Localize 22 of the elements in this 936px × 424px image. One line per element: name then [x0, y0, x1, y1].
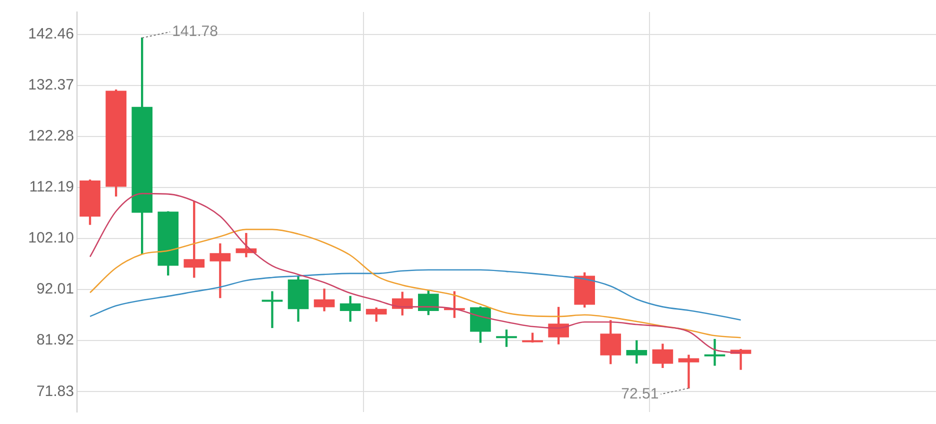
- annotation: 72.51: [621, 385, 659, 402]
- candlestick: [106, 90, 126, 197]
- y-tick-label: 81.92: [36, 332, 74, 349]
- candlestick: [210, 243, 231, 298]
- annotation: 141.78: [172, 23, 218, 40]
- candlestick: [132, 38, 152, 254]
- y-tick-label: 132.37: [28, 76, 74, 94]
- candlestick: [496, 330, 517, 347]
- candlestick: [600, 320, 622, 364]
- y-tick-label: 122.28: [28, 128, 74, 145]
- y-tick-label: 112.19: [29, 178, 74, 196]
- y-tick-label: 92.01: [36, 280, 74, 298]
- y-tick-label: 71.83: [36, 382, 74, 400]
- candlestick: [80, 180, 100, 225]
- candlestick: [184, 202, 205, 278]
- candlestick: [678, 354, 700, 389]
- candlestick: [626, 340, 648, 364]
- line-series: [89, 269, 742, 321]
- line-series: [89, 228, 742, 338]
- y-tick-label: 102.10: [28, 230, 74, 247]
- y-tick-label: 142.46: [28, 26, 74, 43]
- candlestick: [522, 332, 543, 343]
